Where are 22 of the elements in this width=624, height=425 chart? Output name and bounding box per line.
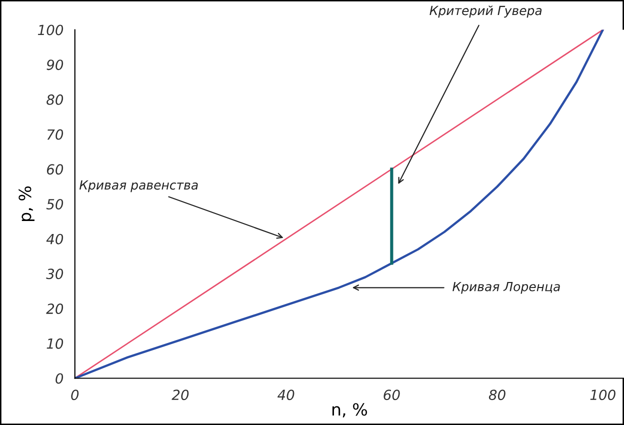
y-axis-title: p, % (18, 186, 34, 221)
annotation: Кривая равенства (79, 180, 198, 192)
y-tick-label: 20 (46, 304, 64, 314)
x-tick-label: 0 (71, 390, 79, 400)
x-tick-label: 100 (590, 390, 616, 400)
y-tick-label: 30 (46, 268, 64, 280)
y-tick-label: 10 (46, 338, 64, 349)
y-tick-label: 60 (46, 164, 64, 175)
annotation: Критерий Гувера (430, 6, 542, 18)
x-tick-label: 20 (172, 390, 189, 400)
x-tick-label: 80 (488, 390, 506, 400)
y-tick-label: 50 (46, 198, 64, 210)
y-tick-label: 0 (56, 373, 64, 384)
y-tick-label: 80 (46, 94, 64, 105)
x-tick-label: 60 (384, 390, 400, 400)
annotation: Кривая Лоренца (452, 282, 560, 294)
x-tick-label: 40 (277, 390, 294, 400)
x-axis-title: n, % (332, 403, 368, 418)
y-tick-label: 70 (47, 129, 64, 140)
y-tick-label: 90 (46, 60, 64, 70)
y-tick-label: 100 (38, 24, 64, 36)
y-tick-label: 40 (46, 234, 64, 244)
